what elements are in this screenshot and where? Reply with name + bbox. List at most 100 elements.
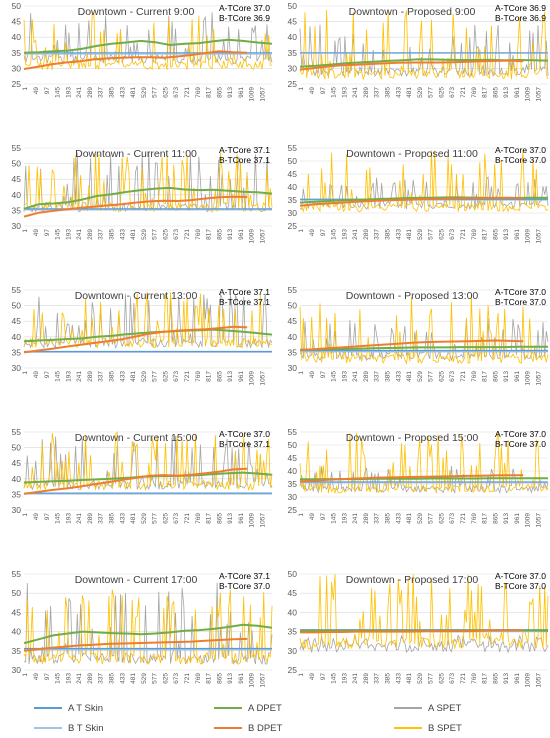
x-tick-label: 577 bbox=[428, 229, 435, 240]
x-tick-label: 721 bbox=[460, 513, 467, 524]
series-b-dpet bbox=[299, 474, 524, 483]
x-tick-label: 1009 bbox=[249, 229, 256, 244]
x-tick-label: 145 bbox=[331, 371, 338, 382]
y-tick-label: 50 bbox=[12, 1, 22, 11]
x-tick-label: 577 bbox=[428, 371, 435, 382]
x-tick-label: 673 bbox=[449, 673, 456, 684]
y-tick-label: 40 bbox=[12, 474, 22, 484]
y-tick-label: 50 bbox=[12, 443, 22, 453]
x-tick-label: 625 bbox=[438, 513, 445, 524]
x-tick-label: 577 bbox=[428, 673, 435, 684]
x-tick-label: 961 bbox=[238, 371, 245, 382]
x-tick-label: 721 bbox=[460, 87, 467, 98]
y-tick-label: 35 bbox=[12, 646, 22, 656]
x-tick-label: 385 bbox=[384, 87, 391, 98]
tcore-a-label: A-TCore 37.0 bbox=[495, 145, 546, 155]
x-tick-label: 961 bbox=[514, 371, 521, 382]
x-tick-label: 625 bbox=[438, 371, 445, 382]
x-tick-label: 241 bbox=[76, 513, 83, 524]
x-tick-label: 529 bbox=[141, 87, 148, 98]
x-tick-label: 1009 bbox=[249, 513, 256, 528]
series-a-dpet bbox=[23, 623, 273, 645]
x-tick-label: 961 bbox=[514, 229, 521, 240]
x-tick-label: 1009 bbox=[249, 87, 256, 102]
y-tick-label: 55 bbox=[288, 285, 298, 295]
x-tick-label: 865 bbox=[216, 229, 223, 240]
x-tick-label: 913 bbox=[227, 513, 234, 524]
x-tick-label: 961 bbox=[238, 87, 245, 98]
legend-label: B T Skin bbox=[68, 723, 104, 734]
x-tick-label: 241 bbox=[76, 229, 83, 240]
x-tick-label: 49 bbox=[33, 673, 40, 681]
x-tick-label: 1 bbox=[22, 513, 29, 517]
x-tick-label: 913 bbox=[503, 87, 510, 98]
x-tick-label: 1057 bbox=[535, 673, 542, 688]
x-tick-label: 1057 bbox=[259, 87, 266, 102]
tcore-b-label: B-TCore 36.9 bbox=[495, 13, 546, 23]
x-tick-label: 1 bbox=[22, 371, 29, 375]
x-tick-label: 529 bbox=[141, 229, 148, 240]
y-tick-label: 40 bbox=[288, 182, 298, 192]
x-tick-label: 721 bbox=[184, 87, 191, 98]
x-tick-label: 193 bbox=[65, 229, 72, 240]
y-tick-label: 50 bbox=[288, 156, 298, 166]
x-tick-label: 289 bbox=[87, 87, 94, 98]
chart-title: Downtown - Current 13:00 bbox=[75, 290, 198, 302]
y-tick-label: 30 bbox=[12, 505, 22, 515]
x-tick-label: 817 bbox=[206, 229, 213, 240]
x-tick-label: 721 bbox=[184, 371, 191, 382]
legend-label: A DPET bbox=[248, 703, 282, 714]
x-tick-label: 769 bbox=[195, 229, 202, 240]
tcore-b-label: B-TCore 37.0 bbox=[495, 439, 546, 449]
x-tick-label: 817 bbox=[482, 229, 489, 240]
x-tick-label: 241 bbox=[352, 673, 359, 684]
x-tick-label: 625 bbox=[162, 371, 169, 382]
x-tick-label: 337 bbox=[98, 673, 105, 684]
y-tick-label: 30 bbox=[12, 221, 22, 231]
y-tick-label: 50 bbox=[288, 301, 298, 311]
x-tick-label: 865 bbox=[216, 673, 223, 684]
x-tick-label: 1009 bbox=[525, 371, 532, 386]
x-tick-label: 577 bbox=[152, 513, 159, 524]
x-tick-label: 1057 bbox=[259, 229, 266, 244]
tcore-a-label: A-TCore 37.0 bbox=[495, 571, 546, 581]
x-tick-label: 385 bbox=[384, 371, 391, 382]
x-tick-label: 433 bbox=[395, 87, 402, 98]
x-tick-label: 193 bbox=[341, 87, 348, 98]
x-tick-label: 193 bbox=[65, 673, 72, 684]
x-tick-label: 913 bbox=[227, 371, 234, 382]
series-b-spet bbox=[299, 295, 549, 365]
x-tick-label: 961 bbox=[514, 673, 521, 684]
y-tick-label: 40 bbox=[12, 332, 22, 342]
tcore-a-label: A-TCore 37.1 bbox=[219, 571, 270, 581]
tcore-a-label: A-TCore 36.9 bbox=[495, 3, 546, 13]
series-b-spet bbox=[299, 574, 549, 650]
x-tick-label: 193 bbox=[65, 87, 72, 98]
x-tick-label: 49 bbox=[33, 87, 40, 95]
tcore-b-label: B-TCore 37.0 bbox=[495, 155, 546, 165]
legend-label: A SPET bbox=[428, 703, 461, 714]
x-tick-label: 817 bbox=[206, 87, 213, 98]
x-tick-label: 241 bbox=[352, 229, 359, 240]
x-tick-label: 97 bbox=[44, 673, 51, 681]
tcore-b-label: B-TCore 37.0 bbox=[495, 297, 546, 307]
x-tick-label: 433 bbox=[395, 673, 402, 684]
x-tick-label: 817 bbox=[206, 673, 213, 684]
x-tick-label: 145 bbox=[331, 87, 338, 98]
y-tick-label: 40 bbox=[12, 32, 22, 42]
x-tick-label: 1 bbox=[298, 371, 305, 375]
x-tick-label: 673 bbox=[449, 87, 456, 98]
y-tick-label: 25 bbox=[288, 505, 298, 515]
x-tick-label: 481 bbox=[130, 513, 137, 524]
x-tick-label: 769 bbox=[471, 87, 478, 98]
x-tick-label: 1009 bbox=[525, 673, 532, 688]
x-tick-label: 913 bbox=[227, 673, 234, 684]
x-tick-label: 529 bbox=[417, 513, 424, 524]
x-tick-label: 673 bbox=[173, 229, 180, 240]
x-tick-label: 1057 bbox=[259, 513, 266, 528]
y-tick-label: 55 bbox=[288, 427, 298, 437]
x-tick-label: 577 bbox=[152, 87, 159, 98]
